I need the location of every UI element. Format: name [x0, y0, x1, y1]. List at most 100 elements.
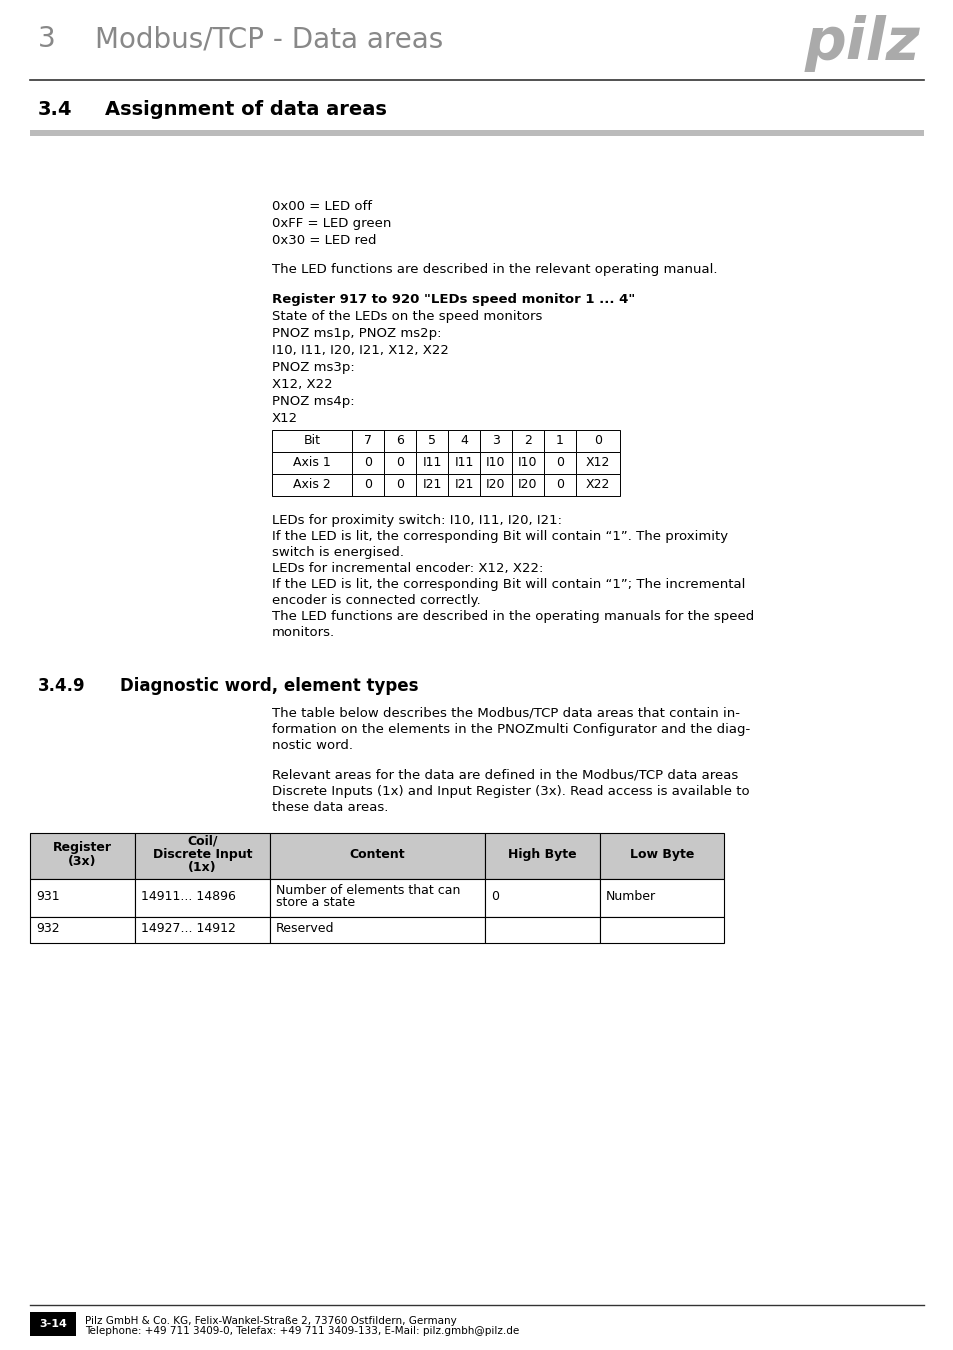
Text: 7: 7 [364, 435, 372, 447]
Bar [30, 833, 135, 879]
Text: 0x00 = LED off: 0x00 = LED off [272, 200, 372, 213]
Bar [512, 474, 543, 495]
Bar [599, 833, 723, 879]
Bar [484, 833, 599, 879]
Text: PNOZ ms4p:: PNOZ ms4p: [272, 396, 355, 408]
Text: Discrete Inputs (1x) and Input Register (3x). Read access is available to: Discrete Inputs (1x) and Input Register … [272, 784, 749, 798]
Text: I10: I10 [517, 456, 537, 470]
Text: 3: 3 [38, 26, 55, 53]
Bar [384, 431, 416, 452]
Text: I20: I20 [486, 478, 505, 491]
Text: Number: Number [605, 890, 656, 903]
Text: 0: 0 [364, 456, 372, 470]
Bar [479, 474, 512, 495]
Text: 14911... 14896: 14911... 14896 [141, 890, 235, 903]
Text: 5: 5 [428, 435, 436, 447]
Text: If the LED is lit, the corresponding Bit will contain “1”. The proximity: If the LED is lit, the corresponding Bit… [272, 531, 727, 543]
Bar [135, 833, 270, 879]
Bar [272, 431, 352, 452]
Bar [448, 452, 479, 474]
Text: these data areas.: these data areas. [272, 801, 388, 814]
Bar [416, 474, 448, 495]
Text: Discrete Input: Discrete Input [152, 848, 252, 861]
Text: 0: 0 [594, 435, 601, 447]
Text: monitors.: monitors. [272, 626, 335, 639]
Bar [479, 431, 512, 452]
Text: Axis 1: Axis 1 [293, 456, 331, 470]
Text: If the LED is lit, the corresponding Bit will contain “1”; The incremental: If the LED is lit, the corresponding Bit… [272, 578, 744, 591]
Text: 932: 932 [36, 922, 59, 936]
Text: 0: 0 [395, 456, 403, 470]
Bar [484, 879, 599, 917]
Bar [599, 917, 723, 944]
Text: 2: 2 [523, 435, 532, 447]
Bar [270, 917, 484, 944]
Text: Modbus/TCP - Data areas: Modbus/TCP - Data areas [95, 26, 443, 53]
Bar [416, 452, 448, 474]
Text: X22: X22 [585, 478, 610, 491]
Text: 3.4.9: 3.4.9 [38, 676, 86, 695]
Text: The LED functions are described in the operating manuals for the speed: The LED functions are described in the o… [272, 610, 754, 622]
Bar [448, 431, 479, 452]
Bar [448, 474, 479, 495]
Text: PNOZ ms1p, PNOZ ms2p:: PNOZ ms1p, PNOZ ms2p: [272, 327, 441, 340]
Text: High Byte: High Byte [508, 848, 577, 861]
Text: Reserved: Reserved [275, 922, 335, 936]
Bar [576, 431, 619, 452]
Bar [576, 474, 619, 495]
Text: (3x): (3x) [69, 855, 96, 868]
Bar [384, 452, 416, 474]
Text: Bit: Bit [303, 435, 320, 447]
Bar [512, 431, 543, 452]
Text: Register 917 to 920 "LEDs speed monitor 1 ... 4": Register 917 to 920 "LEDs speed monitor … [272, 293, 635, 306]
Text: 6: 6 [395, 435, 403, 447]
Bar [30, 917, 135, 944]
Text: store a state: store a state [275, 896, 355, 910]
Text: 14927... 14912: 14927... 14912 [141, 922, 235, 936]
Text: LEDs for incremental encoder: X12, X22:: LEDs for incremental encoder: X12, X22: [272, 562, 543, 575]
Text: 3: 3 [492, 435, 499, 447]
Text: The table below describes the Modbus/TCP data areas that contain in-: The table below describes the Modbus/TCP… [272, 707, 740, 720]
Bar [352, 474, 384, 495]
Bar [479, 452, 512, 474]
Text: The LED functions are described in the relevant operating manual.: The LED functions are described in the r… [272, 263, 717, 275]
Text: LEDs for proximity switch: I10, I11, I20, I21:: LEDs for proximity switch: I10, I11, I20… [272, 514, 561, 526]
Bar [576, 452, 619, 474]
Text: 0: 0 [556, 456, 563, 470]
Bar [543, 452, 576, 474]
Text: Register: Register [53, 841, 112, 855]
Text: nostic word.: nostic word. [272, 738, 353, 752]
Text: Content: Content [350, 848, 405, 861]
Text: Telephone: +49 711 3409-0, Telefax: +49 711 3409-133, E-Mail: pilz.gmbh@pilz.de: Telephone: +49 711 3409-0, Telefax: +49 … [85, 1326, 518, 1336]
Bar [352, 452, 384, 474]
Bar [599, 879, 723, 917]
Bar [270, 833, 484, 879]
Text: I21: I21 [422, 478, 441, 491]
Bar [543, 474, 576, 495]
Text: Pilz GmbH & Co. KG, Felix-Wankel-Straße 2, 73760 Ostfildern, Germany: Pilz GmbH & Co. KG, Felix-Wankel-Straße … [85, 1316, 456, 1326]
Text: 0xFF = LED green: 0xFF = LED green [272, 217, 391, 230]
Bar [484, 917, 599, 944]
Text: X12: X12 [585, 456, 610, 470]
Text: Number of elements that can: Number of elements that can [275, 883, 460, 896]
Text: pilz: pilz [803, 15, 919, 72]
Text: I20: I20 [517, 478, 537, 491]
Bar [272, 452, 352, 474]
Text: I21: I21 [454, 478, 474, 491]
Text: State of the LEDs on the speed monitors: State of the LEDs on the speed monitors [272, 310, 542, 323]
Bar [384, 474, 416, 495]
Text: 0x30 = LED red: 0x30 = LED red [272, 234, 376, 247]
Bar [512, 452, 543, 474]
Bar [352, 431, 384, 452]
Bar [30, 879, 135, 917]
Text: switch is energised.: switch is energised. [272, 545, 403, 559]
Bar [135, 917, 270, 944]
Text: 0: 0 [556, 478, 563, 491]
Bar [416, 431, 448, 452]
Bar [135, 879, 270, 917]
Text: 0: 0 [364, 478, 372, 491]
Bar [543, 431, 576, 452]
Text: Low Byte: Low Byte [629, 848, 694, 861]
Text: 1: 1 [556, 435, 563, 447]
Bar [30, 1312, 76, 1336]
